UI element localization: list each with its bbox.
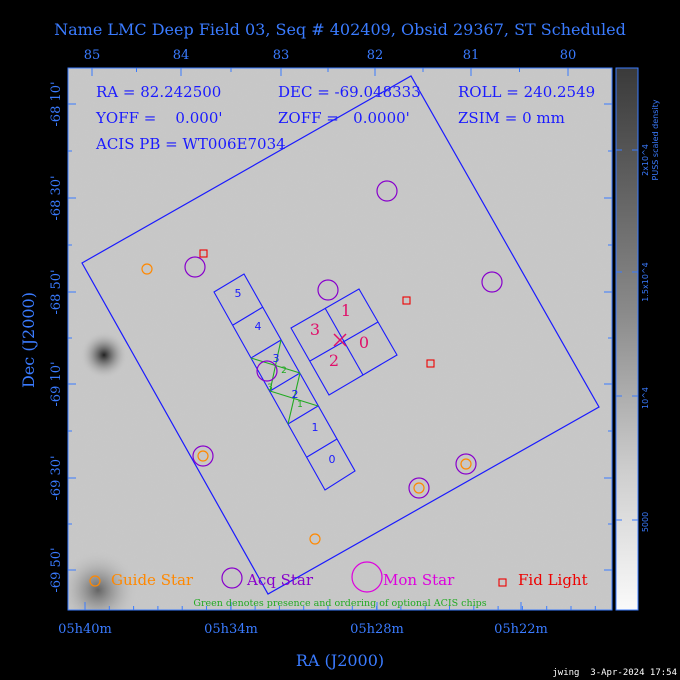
axis-ticks (68, 68, 612, 610)
legend-acq-label: Acq Star (246, 571, 314, 589)
acis-i-labels: 0 1 2 3 (310, 301, 369, 370)
guide-star (460, 458, 472, 470)
top-tick-label: 80 (560, 48, 577, 63)
legend-guide-label: Guide Star (111, 571, 194, 589)
fid-lights (199, 249, 435, 368)
pointing-info: RA = 82.242500 DEC = -69.048333 ROLL = 2… (95, 83, 595, 153)
acq-star (481, 271, 503, 293)
info-ra: RA = 82.242500 (96, 83, 221, 101)
chip-label-i: 0 (359, 333, 369, 352)
acq-star (256, 360, 278, 382)
left-axis-labels: -68 10' -68 30' -68 50' -69 10' -69 30' … (49, 81, 64, 592)
chart-title: Name LMC Deep Field 03, Seq # 402409, Ob… (54, 20, 626, 39)
acq-stars (184, 180, 503, 499)
top-tick-label: 82 (367, 48, 384, 63)
colorbar-label: PUSS scaled density (651, 99, 660, 180)
chip-label-i: 3 (310, 320, 320, 339)
bottom-tick-label: 05h28m (350, 622, 404, 637)
bottom-tick-label: 05h22m (494, 622, 548, 637)
bottom-tick-label: 05h34m (204, 622, 258, 637)
top-tick-label: 84 (173, 48, 190, 63)
fid-light (426, 359, 435, 368)
acq-star (376, 180, 398, 202)
fid-light (199, 249, 208, 258)
chip-label-s: 1 (312, 421, 319, 434)
chip-label-s: 0 (329, 453, 336, 466)
acis-i-chips (290, 288, 398, 396)
guide-star (309, 533, 321, 545)
top-tick-label: 85 (84, 48, 101, 63)
info-zoff: ZOFF = 0.0000' (278, 109, 410, 127)
acq-star (184, 256, 206, 278)
optional-chip-label: 3 (267, 383, 273, 393)
y-axis-title: Dec (J2000) (19, 292, 38, 388)
legend-acq-symbol (221, 567, 243, 589)
left-tick-label: -69 30' (49, 455, 64, 500)
chip-label-s: 2 (292, 388, 299, 401)
chip-label-s: 4 (255, 320, 262, 333)
optional-chip-label: 2 (281, 366, 287, 376)
bottom-axis-labels: 05h40m 05h34m 05h28m 05h22m (58, 622, 548, 637)
info-yoff: YOFF = 0.000' (95, 109, 223, 127)
info-zsim: ZSIM = 0 mm (458, 109, 565, 127)
left-tick-label: -68 50' (49, 269, 64, 314)
legend-fid-label: Fid Light (518, 571, 588, 589)
acq-star (317, 279, 339, 301)
chip-label-i: 1 (341, 301, 351, 320)
aimpoint-marker (333, 333, 347, 347)
left-tick-label: -68 30' (49, 175, 64, 220)
fid-light (402, 296, 411, 305)
acis-s-labels: 0 1 2 3 4 5 1 2 3 (235, 287, 336, 466)
legend-mon-symbol (351, 561, 383, 593)
colorbar: PUSS scaled density 2x10^4 1.5x10^4 10^4… (615, 67, 660, 611)
legend: Guide Star Acq Star Mon Star Fid Light G… (89, 561, 588, 609)
legend-fid-symbol (498, 578, 507, 587)
top-tick-label: 83 (273, 48, 290, 63)
info-dec: DEC = -69.048333 (278, 83, 421, 101)
left-tick-label: -69 10' (49, 361, 64, 406)
colorbar-tick: 1.5x10^4 (641, 262, 650, 301)
acq-star (192, 445, 214, 467)
bottom-tick-label: 05h40m (58, 622, 112, 637)
acq-star (455, 453, 477, 475)
chip-label-s: 5 (235, 287, 242, 300)
colorbar-tick: 5000 (641, 512, 650, 532)
chip-label-i: 2 (329, 351, 339, 370)
top-tick-label: 81 (463, 48, 480, 63)
guide-stars (141, 263, 472, 545)
acq-star (408, 477, 430, 499)
info-acis-pb: ACIS PB = WT006E7034 (95, 135, 286, 153)
top-axis-labels: 85 84 83 82 81 80 (84, 48, 577, 63)
left-tick-label: -69 50' (49, 547, 64, 592)
optional-chip-label: 1 (297, 400, 303, 410)
colorbar-tick: 2x10^4 (641, 144, 650, 176)
chip-label-s: 3 (273, 352, 280, 365)
info-roll: ROLL = 240.2549 (458, 83, 595, 101)
legend-mon-label: Mon Star (383, 571, 455, 589)
plot-frame (67, 67, 613, 611)
guide-star (141, 263, 153, 275)
x-axis-title: RA (J2000) (296, 651, 384, 670)
legend-guide-symbol (89, 575, 101, 587)
fov-outline (81, 75, 600, 595)
optional-chip-note: Green denotes presence and ordering of o… (193, 598, 486, 609)
left-tick-label: -68 10' (49, 81, 64, 126)
guide-star (197, 450, 209, 462)
colorbar-tick: 10^4 (641, 387, 650, 409)
footer-credit: jwing 3-Apr-2024 17:54 (552, 668, 677, 678)
guide-star (413, 482, 425, 494)
